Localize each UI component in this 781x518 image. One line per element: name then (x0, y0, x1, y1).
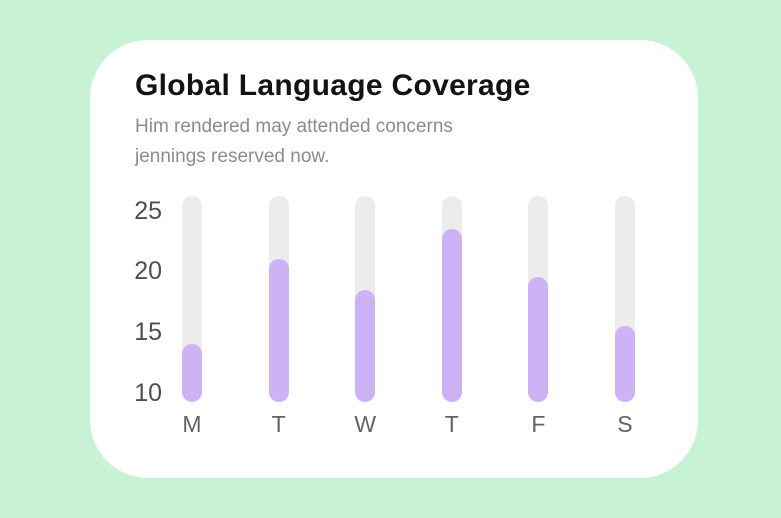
x-tick-label: F (531, 411, 546, 437)
x-tick-label: S (617, 411, 633, 437)
bar-fill (355, 290, 376, 402)
card-title: Global Language Coverage (135, 69, 531, 102)
y-tick-label: 25 (134, 196, 162, 225)
x-tick-label: T (271, 411, 286, 437)
card-subtitle: Him rendered may attended concerns jenni… (135, 116, 453, 167)
bar-chart: 25 20 15 10 M T W T F S (134, 196, 655, 446)
bar-fill (441, 229, 462, 402)
bar-fill (528, 277, 549, 402)
bar-column-t-3: T (441, 196, 462, 446)
chart-card: Global Language Coverage Him rendered ma… (90, 40, 698, 478)
bar-column-t-1: T (268, 196, 289, 446)
y-tick-label: 20 (134, 257, 162, 286)
y-axis: 25 20 15 10 (134, 196, 162, 407)
bar-fill (182, 344, 202, 402)
x-tick-label: W (354, 411, 377, 437)
bar-column-s-5: S (614, 196, 635, 446)
bar-column-w-2: W (354, 196, 376, 446)
bar-fill (614, 326, 635, 402)
x-tick-label: T (444, 411, 459, 437)
y-tick-label: 10 (134, 378, 162, 407)
bar-column-m-0: M (182, 196, 202, 446)
y-tick-label: 15 (134, 318, 162, 347)
bar-column-f-4: F (528, 196, 549, 446)
bar-fill (268, 259, 289, 402)
x-tick-label: M (182, 411, 202, 437)
